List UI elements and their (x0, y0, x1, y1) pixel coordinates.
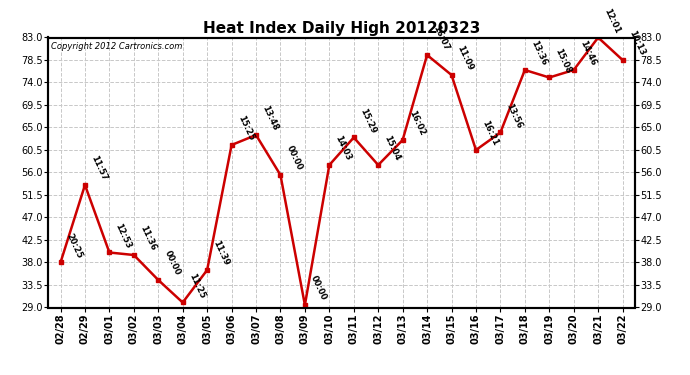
Text: 16:07: 16:07 (431, 24, 451, 52)
Text: 15:08: 15:08 (553, 47, 573, 75)
Text: 12:01: 12:01 (602, 7, 622, 35)
Text: Copyright 2012 Cartronics.com: Copyright 2012 Cartronics.com (51, 42, 183, 51)
Text: 15:25: 15:25 (236, 114, 255, 142)
Text: 11:25: 11:25 (187, 272, 206, 300)
Text: 11:36: 11:36 (138, 224, 157, 252)
Text: 00:00: 00:00 (284, 144, 304, 172)
Text: 00:00: 00:00 (162, 249, 181, 277)
Text: 11:09: 11:09 (455, 44, 475, 72)
Text: 12:53: 12:53 (114, 222, 133, 250)
Text: 16:21: 16:21 (480, 119, 500, 147)
Text: 15:04: 15:04 (382, 134, 402, 162)
Text: 10:13: 10:13 (627, 29, 646, 57)
Text: 00:00: 00:00 (309, 274, 328, 302)
Text: 20:25: 20:25 (65, 232, 84, 260)
Title: Heat Index Daily High 20120323: Heat Index Daily High 20120323 (203, 21, 480, 36)
Text: 11:57: 11:57 (89, 154, 108, 182)
Text: 14:03: 14:03 (333, 134, 353, 162)
Text: 11:39: 11:39 (211, 239, 230, 267)
Text: 13:56: 13:56 (504, 102, 524, 130)
Text: 13:36: 13:36 (529, 39, 549, 67)
Text: 15:29: 15:29 (358, 106, 377, 135)
Text: 14:46: 14:46 (578, 39, 598, 67)
Text: 16:02: 16:02 (407, 109, 426, 137)
Text: 13:48: 13:48 (260, 104, 279, 132)
